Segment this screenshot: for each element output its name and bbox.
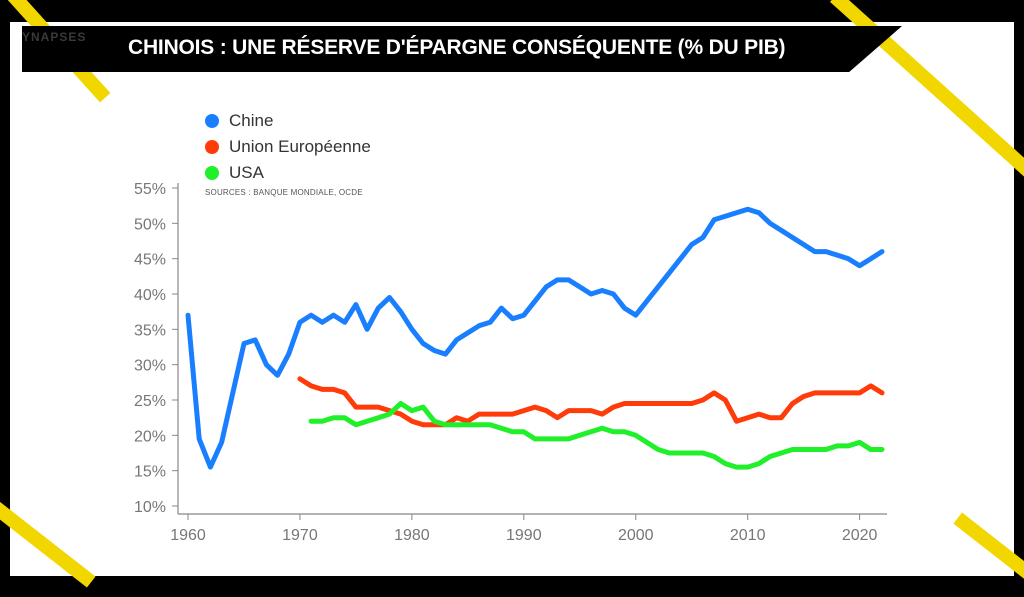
title-banner <box>22 26 902 72</box>
chart-card <box>10 22 1014 576</box>
y-tick-label-2: 20% <box>134 428 166 445</box>
line-chart: 10% 15% 20% 25% 30% 35% 40% 45% 50% 55% 1960 1970 19… <box>134 181 887 544</box>
x-tick-label-2: 1980 <box>394 527 430 544</box>
series-line-china <box>185 206 885 470</box>
legend-label-usa: USA <box>229 163 264 182</box>
legend-dot-eu <box>205 140 219 154</box>
x-tick-label-4: 2000 <box>618 527 654 544</box>
legend-label-china: Chine <box>229 111 274 130</box>
x-tick-label-3: 1990 <box>506 527 542 544</box>
y-tick-label-3: 25% <box>134 393 166 410</box>
legend-item-china: Chine <box>205 110 273 132</box>
page-title: CHINOIS : UNE RÉSERVE D'ÉPARGNE CONSÉQUE… <box>128 36 786 59</box>
x-tick-label-6: 2020 <box>842 527 878 544</box>
legend-label-eu: Union Européenne <box>229 137 371 156</box>
x-tick-label-1: 1970 <box>282 527 318 544</box>
y-tick-label-7: 45% <box>134 252 166 269</box>
legend-item-usa: USA <box>205 162 264 184</box>
y-tick-label-0: 10% <box>134 499 166 516</box>
legend-dot-china <box>205 114 219 128</box>
chart-source: SOURCES : BANQUE MONDIALE, OCDE <box>205 188 363 197</box>
x-tick-label-5: 2010 <box>730 527 766 544</box>
y-tick-label-1: 15% <box>134 464 166 481</box>
series-line-usa <box>308 401 885 470</box>
y-tick-label-8: 50% <box>134 216 166 233</box>
legend-dot-usa <box>205 166 219 180</box>
channel-logo: YNAPSES <box>22 30 87 44</box>
y-tick-label-6: 40% <box>134 287 166 304</box>
y-tick-label-9: 55% <box>134 181 166 198</box>
series-line-eu <box>297 376 885 428</box>
x-tick-label-0: 1960 <box>170 527 206 544</box>
y-tick-label-4: 30% <box>134 358 166 375</box>
y-tick-label-5: 35% <box>134 322 166 339</box>
legend-item-eu: Union Européenne <box>205 136 371 158</box>
